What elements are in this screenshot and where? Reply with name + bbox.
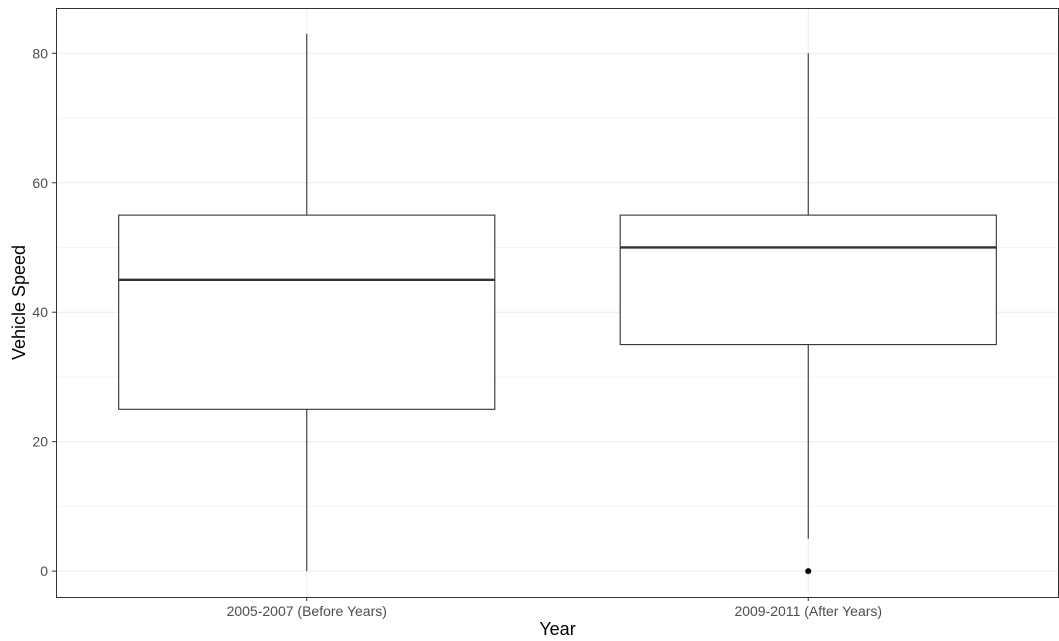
- y-tick-label: 60: [32, 175, 48, 191]
- x-axis-ticks: 2005-2007 (Before Years) 2009-2011 (After…: [227, 597, 882, 619]
- y-tick-label: 20: [32, 434, 48, 450]
- outlier-point: [805, 568, 812, 575]
- box-iqr: [118, 214, 496, 410]
- x-tick-label: 2005-2007 (Before Years): [227, 603, 387, 619]
- box-iqr: [619, 214, 997, 346]
- x-axis-title: Year: [539, 619, 575, 639]
- y-axis-ticks: 0 20 40 60 80: [32, 45, 56, 579]
- x-tick-label: 2009-2011 (After Years): [734, 603, 882, 619]
- boxes: [118, 33, 997, 575]
- y-axis-title: Vehicle Speed: [9, 245, 29, 360]
- y-tick-label: 0: [40, 563, 48, 579]
- y-tick-label: 80: [32, 45, 48, 61]
- y-tick-label: 40: [32, 304, 48, 320]
